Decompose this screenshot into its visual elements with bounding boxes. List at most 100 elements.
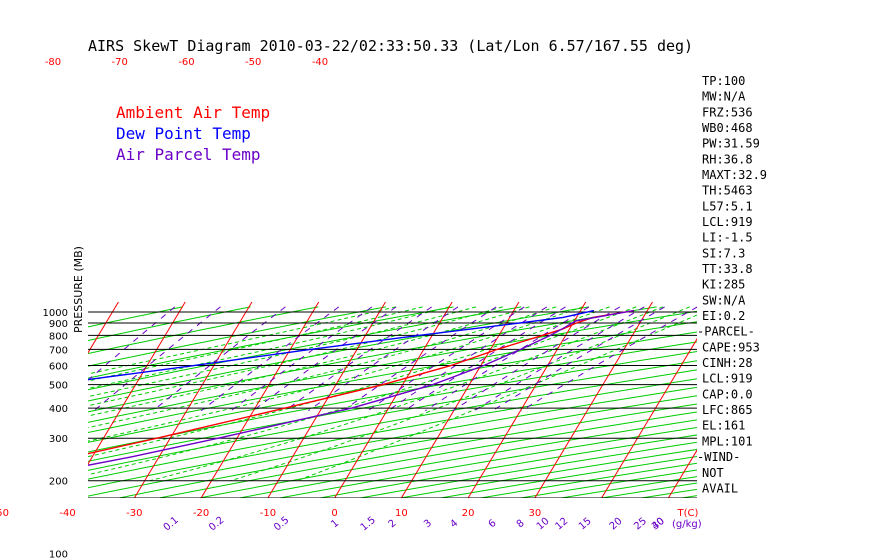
mixing-ratio-line bbox=[387, 306, 548, 412]
moist-adiabat bbox=[88, 306, 450, 389]
temp-unit-label: T(C) bbox=[677, 508, 699, 519]
mixing-ratio-tick-label: 0.1 bbox=[162, 515, 181, 534]
stat-item: LI:-1.5 bbox=[702, 231, 753, 245]
stat-item: LFC:865 bbox=[702, 403, 753, 417]
stat-item: WB0:468 bbox=[702, 121, 753, 135]
dry-adiabat bbox=[598, 482, 697, 498]
isotherm bbox=[534, 301, 653, 498]
stat-item: SI:7.3 bbox=[702, 246, 745, 260]
isotherm bbox=[601, 338, 697, 498]
stat-item: L57:5.1 bbox=[702, 199, 753, 213]
pressure-tick-label: 100 bbox=[49, 549, 68, 560]
parcel-temp-line bbox=[88, 309, 635, 466]
mixing-ratio-tick-label: 1.5 bbox=[359, 515, 378, 534]
stat-item: FRZ:536 bbox=[702, 105, 753, 119]
stat-item: CAPE:953 bbox=[702, 340, 760, 354]
bottom-temp-tick-label: -30 bbox=[126, 508, 142, 519]
mixing-ratio-tick-label: 1 bbox=[329, 518, 341, 531]
dry-adiabat bbox=[678, 495, 697, 498]
isotherm bbox=[267, 301, 386, 498]
top-temp-tick-label: -70 bbox=[112, 57, 128, 68]
stat-item: LCL:919 bbox=[702, 372, 753, 386]
stat-item: LCL:919 bbox=[702, 215, 753, 229]
dry-adiabat bbox=[88, 306, 386, 367]
pressure-tick-label: 800 bbox=[49, 331, 68, 342]
dry-adiabat bbox=[88, 310, 697, 423]
pressure-tick-label: 300 bbox=[49, 434, 68, 445]
moist-adiabat bbox=[88, 306, 423, 382]
moist-adiabat bbox=[88, 306, 637, 476]
dry-adiabat bbox=[236, 419, 697, 498]
stat-item: NOT bbox=[702, 466, 724, 480]
pressure-tick-label: 900 bbox=[49, 319, 68, 330]
top-temp-tick-label: -60 bbox=[178, 57, 194, 68]
mixing-ratio-tick-label: 3 bbox=[422, 518, 434, 531]
mixing-ratio-line bbox=[93, 306, 221, 412]
isotherm bbox=[133, 301, 253, 498]
mixing-ratio-tick-label: 0.2 bbox=[207, 515, 226, 534]
mixing-ratio-tick-label: 20 bbox=[608, 516, 625, 533]
pressure-tick-label: 1000 bbox=[43, 308, 68, 319]
stat-item: KI:285 bbox=[702, 278, 745, 292]
top-temp-tick-label: -40 bbox=[312, 57, 328, 68]
top-temp-tick-label: -80 bbox=[45, 57, 61, 68]
stat-item: TP:100 bbox=[702, 74, 745, 88]
stat-item: MW:N/A bbox=[702, 90, 746, 104]
mixing-ratio-tick-label: 15 bbox=[577, 516, 594, 533]
bottom-temp-tick-label: -20 bbox=[193, 508, 209, 519]
dry-adiabat bbox=[88, 360, 697, 471]
stat-item: EL:161 bbox=[702, 419, 745, 433]
stat-item: AVAIL bbox=[702, 481, 738, 495]
y-axis-label: PRESSURE (MB) bbox=[72, 246, 85, 333]
mixing-ratio-tick-label: 6 bbox=[487, 518, 499, 531]
ambient-temp-line bbox=[88, 309, 635, 455]
dry-adiabat bbox=[116, 395, 697, 498]
bottom-temp-tick-label: -10 bbox=[260, 508, 276, 519]
legend: Ambient Air Temp Dew Point Temp Air Parcel… bbox=[116, 103, 270, 164]
mixing-ratio-tick-label: 4 bbox=[448, 518, 460, 531]
mixing-ratio-line bbox=[521, 306, 697, 412]
legend-item: Ambient Air Temp bbox=[116, 103, 270, 122]
dry-adiabat bbox=[397, 448, 697, 498]
dry-adiabat bbox=[88, 350, 697, 462]
mixing-ratio-line bbox=[152, 306, 286, 412]
profile-lines bbox=[88, 309, 635, 466]
mixing-ratio-line bbox=[474, 306, 645, 412]
moist-adiabats bbox=[88, 306, 697, 482]
stat-item: -PARCEL- bbox=[697, 325, 755, 339]
dry-adiabat bbox=[156, 403, 697, 498]
bottom-temp-tick-label: 0 bbox=[331, 508, 337, 519]
bottom-temp-tick-label: 10 bbox=[395, 508, 408, 519]
mixing-ratio-tick-label: 2 bbox=[387, 518, 399, 531]
pressure-tick-label: 400 bbox=[49, 404, 68, 415]
bottom-temp-tick-label: 20 bbox=[462, 508, 475, 519]
dry-adiabat bbox=[88, 306, 522, 391]
stat-item: EI:0.2 bbox=[702, 309, 745, 323]
isotherm bbox=[400, 301, 520, 498]
isotherm bbox=[88, 301, 186, 465]
top-temp-tick-label: -50 bbox=[245, 57, 261, 68]
mixing-ratio-tick-label: 8 bbox=[515, 518, 527, 531]
moist-adiabat bbox=[88, 306, 610, 458]
moist-adiabat bbox=[88, 306, 557, 429]
stat-item: CINH:28 bbox=[702, 356, 753, 370]
moist-adiabat bbox=[88, 306, 397, 375]
stat-item: TT:33.8 bbox=[702, 262, 753, 276]
mixing-ratio-tick-label: 40 bbox=[650, 516, 667, 533]
dew-point-line bbox=[88, 309, 595, 381]
legend-item: Dew Point Temp bbox=[116, 124, 251, 143]
dry-adiabat bbox=[638, 488, 697, 498]
dry-adiabat bbox=[88, 306, 454, 379]
mixing-ratio-tick-label: 12 bbox=[553, 516, 570, 533]
moist-adiabat bbox=[88, 306, 477, 398]
bottom-temp-tick-label: -50 bbox=[0, 508, 9, 519]
dry-adiabat bbox=[88, 378, 697, 489]
moist-adiabat bbox=[149, 306, 664, 482]
dry-adiabat bbox=[408, 307, 870, 548]
moist-adiabat bbox=[88, 306, 583, 442]
mixing-ratio-line bbox=[492, 306, 665, 412]
moist-adiabat bbox=[88, 306, 530, 417]
dry-adiabat bbox=[276, 426, 697, 498]
isotherm bbox=[467, 301, 587, 498]
